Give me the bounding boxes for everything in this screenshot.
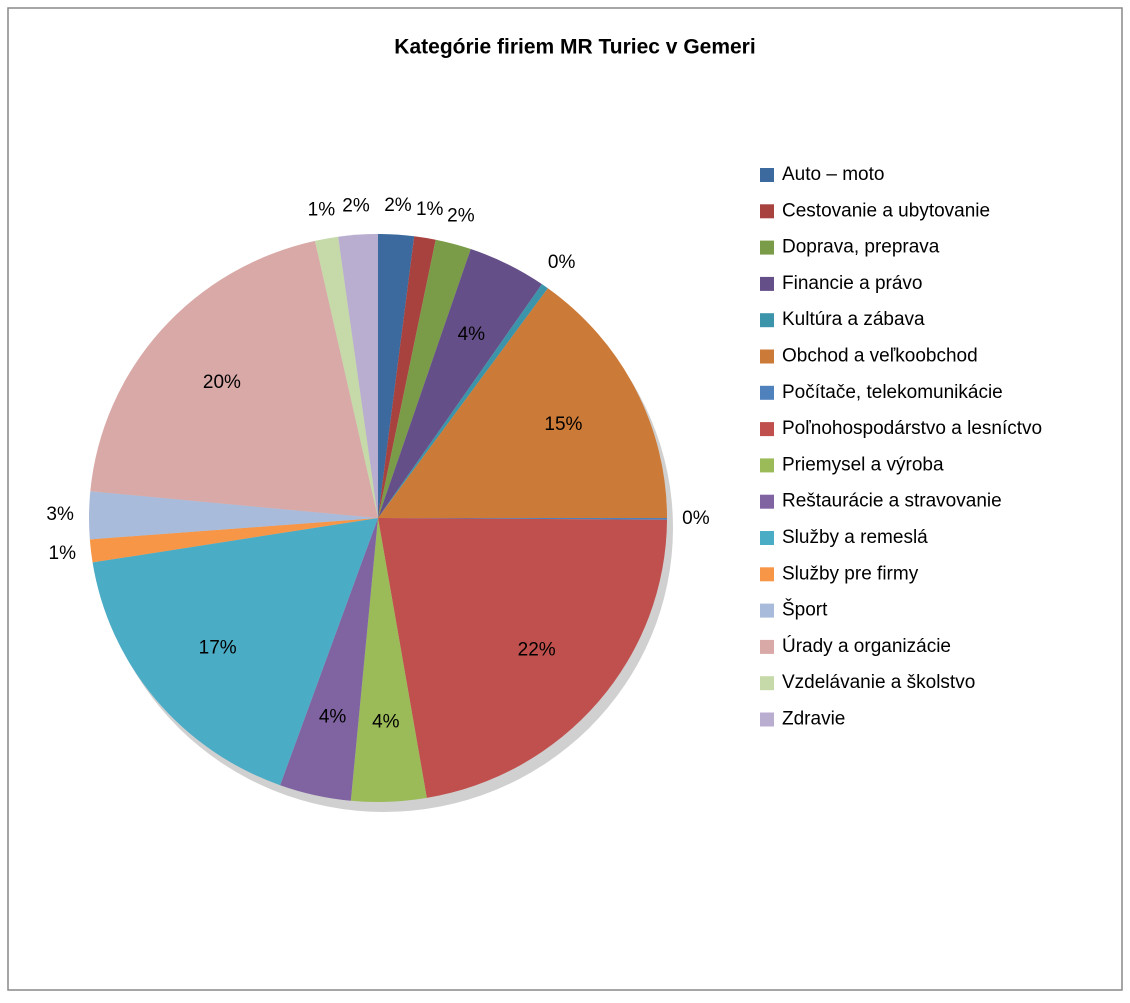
data-label: 22% bbox=[518, 639, 556, 660]
data-label: 4% bbox=[319, 707, 347, 728]
pie-slice bbox=[338, 234, 378, 518]
legend-label: Služby a remeslá bbox=[782, 527, 928, 548]
data-label: 0% bbox=[548, 252, 576, 273]
pie-slice bbox=[378, 518, 667, 520]
legend-label: Reštaurácie a stravovanie bbox=[782, 491, 1002, 512]
legend-label: Kultúra a zábava bbox=[782, 309, 925, 330]
legend-swatch bbox=[760, 458, 774, 473]
pie-slice bbox=[89, 491, 379, 540]
pie-slice bbox=[378, 518, 667, 798]
legend-swatch bbox=[760, 712, 774, 727]
pie-slice bbox=[378, 249, 542, 518]
legend-label: Doprava, preprava bbox=[782, 237, 940, 258]
legend-swatch bbox=[760, 494, 774, 509]
pie-slice bbox=[314, 236, 378, 518]
legend-swatch bbox=[760, 603, 774, 618]
data-label: 4% bbox=[458, 324, 486, 345]
pie-slice bbox=[378, 239, 471, 518]
legend-label: Úrady a organizácie bbox=[782, 635, 951, 657]
legend-swatch bbox=[760, 639, 774, 654]
data-label: 17% bbox=[199, 637, 237, 658]
legend-swatch bbox=[760, 276, 774, 291]
legend-swatch bbox=[760, 313, 774, 328]
data-label: 0% bbox=[682, 508, 710, 529]
data-label: 20% bbox=[203, 372, 241, 393]
legend-swatch bbox=[760, 240, 774, 255]
data-label: 3% bbox=[46, 504, 74, 525]
data-label: 1% bbox=[49, 543, 77, 564]
legend-swatch bbox=[760, 676, 774, 691]
data-label: 2% bbox=[342, 195, 370, 216]
legend-label: Počítače, telekomunikácie bbox=[782, 382, 1003, 403]
legend-label: Auto – moto bbox=[782, 164, 884, 185]
pie-slice bbox=[92, 518, 378, 786]
legend-swatch bbox=[760, 349, 774, 364]
pie-slice bbox=[378, 236, 436, 518]
chart-title: Kategórie firiem MR Turiec v Gemeri bbox=[394, 36, 755, 59]
data-label: 2% bbox=[384, 195, 412, 216]
legend-swatch bbox=[760, 567, 774, 582]
legend-swatch bbox=[760, 531, 774, 545]
legend-label: Zdravie bbox=[782, 709, 845, 730]
pie-slice bbox=[378, 284, 548, 518]
pie-slice bbox=[378, 234, 415, 518]
legend-label: Šport bbox=[782, 599, 828, 621]
data-label: 1% bbox=[308, 200, 336, 221]
pie-slice bbox=[280, 518, 378, 801]
legend-swatch bbox=[760, 204, 774, 219]
data-label: 2% bbox=[447, 205, 475, 226]
pie-slice bbox=[350, 518, 427, 803]
pie-slice bbox=[90, 240, 378, 518]
legend-label: Poľnohospodárstvo a lesníctvo bbox=[782, 418, 1042, 439]
legend-label: Financie a právo bbox=[782, 273, 922, 294]
legend-label: Cestovanie a ubytovanie bbox=[782, 200, 990, 221]
pie-slice bbox=[89, 518, 378, 563]
data-label: 4% bbox=[372, 711, 400, 732]
legend-swatch bbox=[760, 168, 774, 182]
legend-swatch bbox=[760, 385, 774, 400]
legend-label: Obchod a veľkoobchod bbox=[782, 346, 978, 367]
legend-swatch bbox=[760, 422, 774, 437]
pie-slice bbox=[378, 288, 667, 518]
data-label: 1% bbox=[416, 199, 444, 220]
legend-label: Priemysel a výroba bbox=[782, 454, 944, 475]
data-label: 15% bbox=[544, 414, 582, 435]
legend-label: Vzdelávanie a školstvo bbox=[782, 672, 975, 693]
legend-label: Služby pre firmy bbox=[782, 563, 919, 584]
